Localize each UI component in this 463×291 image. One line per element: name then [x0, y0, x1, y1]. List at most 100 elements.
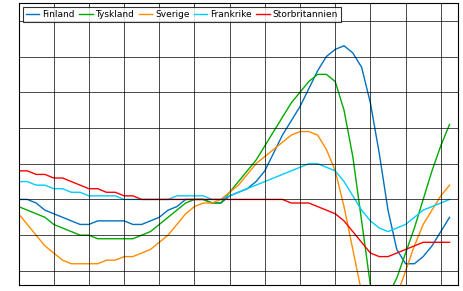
Frankrike: [429, 205, 435, 208]
Storbritannien: [192, 198, 197, 201]
Finland: [438, 230, 444, 233]
Storbritannien: [42, 173, 48, 176]
Tyskland: [280, 116, 285, 119]
Frankrike: [104, 194, 109, 198]
Finland: [192, 198, 197, 201]
Finland: [156, 216, 162, 219]
Sverige: [51, 251, 56, 255]
Frankrike: [165, 198, 171, 201]
Storbritannien: [368, 251, 373, 255]
Tyskland: [77, 233, 83, 237]
Storbritannien: [130, 194, 136, 198]
Finland: [280, 133, 285, 137]
Finland: [306, 87, 312, 91]
Finland: [113, 219, 118, 223]
Finland: [148, 219, 153, 223]
Tyskland: [271, 130, 276, 133]
Frankrike: [60, 187, 65, 190]
Tyskland: [288, 101, 294, 105]
Frankrike: [253, 183, 259, 187]
Finland: [16, 198, 21, 201]
Sverige: [438, 194, 444, 198]
Storbritannien: [403, 248, 408, 251]
Sverige: [306, 130, 312, 133]
Sverige: [412, 244, 417, 248]
Frankrike: [156, 198, 162, 201]
Finland: [324, 55, 329, 58]
Storbritannien: [16, 169, 21, 173]
Tyskland: [51, 223, 56, 226]
Sverige: [403, 269, 408, 273]
Tyskland: [104, 237, 109, 240]
Finland: [218, 201, 224, 205]
Sverige: [42, 244, 48, 248]
Tyskland: [332, 80, 338, 83]
Sverige: [121, 255, 127, 258]
Finland: [262, 169, 268, 173]
Storbritannien: [376, 255, 382, 258]
Storbritannien: [244, 198, 250, 201]
Finland: [183, 198, 188, 201]
Frankrike: [288, 169, 294, 173]
Finland: [288, 119, 294, 123]
Storbritannien: [236, 198, 241, 201]
Frankrike: [332, 169, 338, 173]
Tyskland: [200, 198, 206, 201]
Sverige: [16, 212, 21, 215]
Finland: [95, 219, 100, 223]
Finland: [368, 101, 373, 105]
Frankrike: [218, 198, 224, 201]
Storbritannien: [209, 198, 215, 201]
Frankrike: [25, 180, 30, 183]
Frankrike: [16, 180, 21, 183]
Storbritannien: [51, 176, 56, 180]
Frankrike: [297, 166, 303, 169]
Frankrike: [69, 191, 74, 194]
Tyskland: [297, 91, 303, 94]
Sverige: [244, 173, 250, 176]
Tyskland: [218, 201, 224, 205]
Sverige: [148, 248, 153, 251]
Sverige: [77, 262, 83, 265]
Frankrike: [77, 191, 83, 194]
Tyskland: [412, 226, 417, 230]
Sverige: [315, 133, 320, 137]
Finland: [227, 194, 232, 198]
Tyskland: [244, 169, 250, 173]
Storbritannien: [174, 198, 180, 201]
Storbritannien: [262, 198, 268, 201]
Storbritannien: [183, 198, 188, 201]
Sverige: [332, 169, 338, 173]
Sverige: [280, 141, 285, 144]
Frankrike: [341, 180, 347, 183]
Tyskland: [350, 155, 356, 158]
Finland: [200, 198, 206, 201]
Sverige: [227, 191, 232, 194]
Tyskland: [121, 237, 127, 240]
Finland: [429, 244, 435, 248]
Sverige: [218, 198, 224, 201]
Tyskland: [113, 237, 118, 240]
Frankrike: [412, 216, 417, 219]
Frankrike: [139, 198, 144, 201]
Tyskland: [192, 198, 197, 201]
Storbritannien: [315, 205, 320, 208]
Sverige: [86, 262, 92, 265]
Finland: [165, 208, 171, 212]
Tyskland: [139, 233, 144, 237]
Storbritannien: [33, 173, 39, 176]
Storbritannien: [359, 241, 364, 244]
Sverige: [447, 183, 452, 187]
Finland: [77, 223, 83, 226]
Tyskland: [16, 205, 21, 208]
Frankrike: [183, 194, 188, 198]
Tyskland: [324, 73, 329, 76]
Storbritannien: [69, 180, 74, 183]
Sverige: [297, 130, 303, 133]
Frankrike: [51, 187, 56, 190]
Frankrike: [306, 162, 312, 166]
Sverige: [350, 248, 356, 251]
Frankrike: [33, 183, 39, 187]
Storbritannien: [139, 198, 144, 201]
Finland: [42, 208, 48, 212]
